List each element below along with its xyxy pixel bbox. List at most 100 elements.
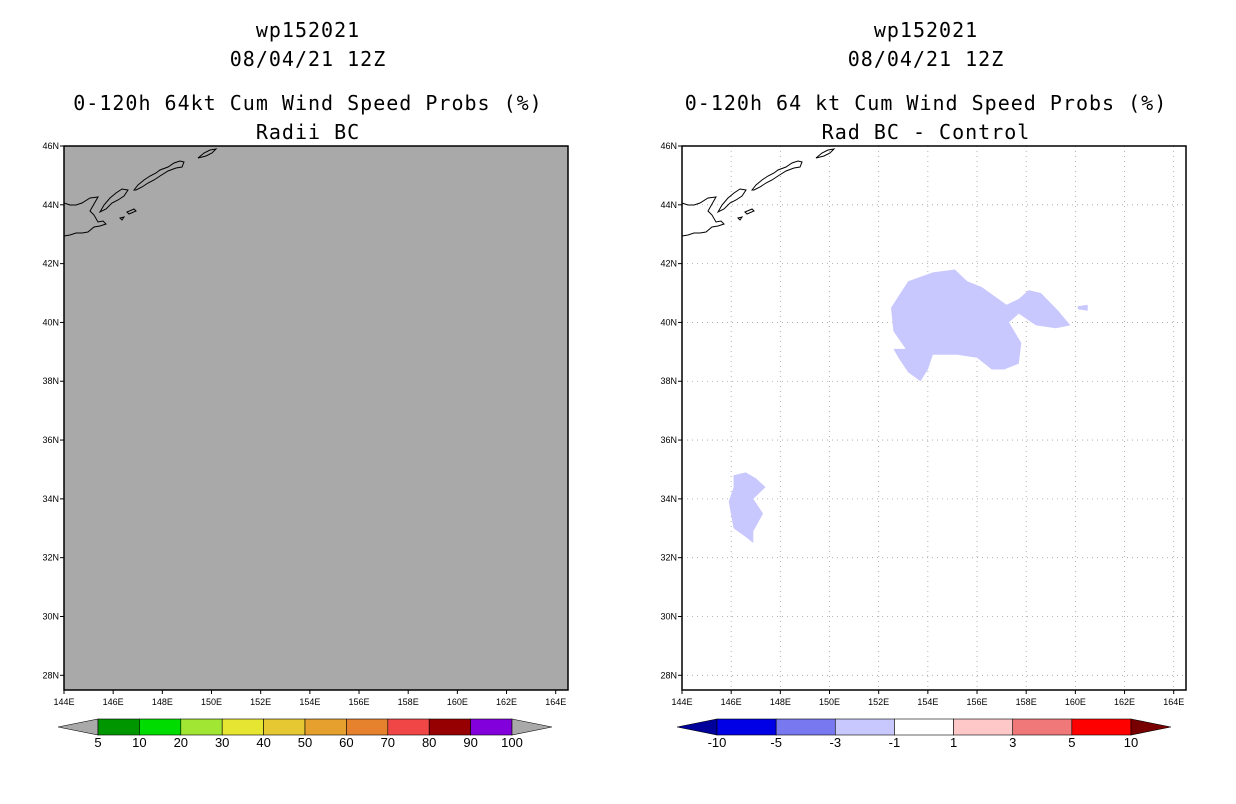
right-y-tick-label: 42N xyxy=(660,259,677,269)
right-y-tick-label: 38N xyxy=(660,376,677,386)
right-colorbar-right-arrow xyxy=(1130,718,1172,736)
right-storm-id: wp152021 xyxy=(874,18,978,42)
left-y-tick-label: 38N xyxy=(42,376,59,386)
left-x-tick-label: 156E xyxy=(349,697,370,707)
left-storm-id: wp152021 xyxy=(256,18,360,42)
left-y-tick-label: 36N xyxy=(42,435,59,445)
right-x-tick-label: 160E xyxy=(1065,697,1086,707)
left-y-tick-label: 28N xyxy=(42,670,59,680)
right-colorbar-label: 10 xyxy=(1124,735,1138,750)
right-plot-frame xyxy=(681,145,1187,691)
left-colorbar-segment xyxy=(428,718,471,736)
left-colorbar-label: 5 xyxy=(94,735,101,750)
right-x-tick-labels: 144E 146E 148E 150E 152E 154E 156E 158E 160E 162E… xyxy=(671,690,1184,707)
right-x-tick-label: 152E xyxy=(868,697,889,707)
left-datetime: 08/04/21 12Z xyxy=(230,47,387,71)
right-x-tick-label: 164E xyxy=(1163,697,1184,707)
right-y-tick-label: 32N xyxy=(660,553,677,563)
left-y-tick-label: 30N xyxy=(42,611,59,621)
left-x-tick-label: 148E xyxy=(152,697,173,707)
left-colorbar-segment xyxy=(180,718,223,736)
left-colorbar-label: 60 xyxy=(339,735,353,750)
right-colorbar-label: 5 xyxy=(1068,735,1075,750)
left-colorbar-segment xyxy=(470,718,513,736)
left-colorbar-label: 80 xyxy=(422,735,436,750)
left-colorbar-label: 70 xyxy=(381,735,395,750)
right-colorbar-segment xyxy=(716,718,777,736)
left-x-tick-label: 164E xyxy=(545,697,566,707)
right-plot-area xyxy=(682,146,1186,690)
right-probability-regions xyxy=(728,269,1088,543)
right-x-tick-label: 150E xyxy=(819,697,840,707)
right-probability-region xyxy=(728,472,766,543)
right-x-tick-label: 156E xyxy=(967,697,988,707)
right-colorbar-label: -5 xyxy=(770,735,782,750)
left-x-tick-label: 154E xyxy=(299,697,320,707)
left-x-tick-labels: 144E 146E 148E 150E 152E 154E 156E 158E 160E 162E… xyxy=(53,690,566,707)
left-y-tick-labels: 28N 30N 32N 34N 36N 38N 40N 42N 44N 46N xyxy=(42,141,64,680)
left-x-tick-label: 158E xyxy=(398,697,419,707)
left-colorbar-label: 30 xyxy=(215,735,229,750)
right-colorbar-left-arrow xyxy=(676,718,718,736)
right-x-tick-label: 158E xyxy=(1016,697,1037,707)
left-colorbar-label: 40 xyxy=(256,735,270,750)
left-x-tick-label: 162E xyxy=(496,697,517,707)
right-probability-region xyxy=(1077,304,1088,311)
left-colorbar-label: 100 xyxy=(501,735,523,750)
right-y-tick-label: 28N xyxy=(660,670,677,680)
left-colorbar-label: 10 xyxy=(132,735,146,750)
right-colorbar-segment xyxy=(834,718,895,736)
right-x-tick-label: 162E xyxy=(1114,697,1135,707)
left-colorbar-right-arrow xyxy=(511,718,553,736)
left-x-tick-label: 146E xyxy=(103,697,124,707)
right-x-tick-label: 146E xyxy=(721,697,742,707)
right-colorbar-label: 1 xyxy=(950,735,957,750)
left-title: 0-120h 64kt Cum Wind Speed Probs (%) xyxy=(73,91,542,115)
right-colorbar-label: 3 xyxy=(1009,735,1016,750)
left-y-tick-label: 42N xyxy=(42,259,59,269)
left-colorbar-segment xyxy=(139,718,182,736)
left-colorbar-segment xyxy=(346,718,389,736)
right-colorbar-label: -1 xyxy=(889,735,901,750)
left-panel: wp152021 08/04/21 12Z 0-120h 64kt Cum Wi… xyxy=(42,18,569,750)
right-title: 0-120h 64 kt Cum Wind Speed Probs (%) xyxy=(685,91,1168,115)
left-colorbar-label: 50 xyxy=(298,735,312,750)
left-x-tick-label: 152E xyxy=(250,697,271,707)
left-colorbar-segment xyxy=(263,718,306,736)
right-colorbar-segment xyxy=(775,718,836,736)
right-colorbar-segment xyxy=(953,718,1014,736)
right-y-tick-label: 46N xyxy=(660,141,677,151)
right-colorbar-label: -3 xyxy=(830,735,842,750)
right-x-tick-label: 154E xyxy=(917,697,938,707)
right-colorbar-segment xyxy=(894,718,954,736)
right-colorbar-label: -10 xyxy=(708,735,727,750)
right-datetime: 08/04/21 12Z xyxy=(848,47,1005,71)
left-x-tick-label: 150E xyxy=(201,697,222,707)
left-colorbar-segment xyxy=(387,718,430,736)
left-y-tick-label: 44N xyxy=(42,200,59,210)
left-x-tick-label: 144E xyxy=(53,697,74,707)
right-y-tick-label: 30N xyxy=(660,611,677,621)
right-subtitle: Rad BC - Control xyxy=(822,120,1031,144)
left-colorbar-segment xyxy=(304,718,347,736)
left-plot-area xyxy=(63,145,569,691)
right-probability-region xyxy=(891,269,1071,382)
left-colorbar-segment xyxy=(221,718,264,736)
left-coastline xyxy=(63,148,218,237)
right-x-tick-label: 148E xyxy=(770,697,791,707)
right-panel: wp152021 08/04/21 12Z 0-120h 64 kt Cum W… xyxy=(660,18,1187,750)
right-y-tick-labels: 28N 30N 32N 34N 36N 38N 40N 42N 44N 46N xyxy=(660,141,682,680)
right-colorbar-segment xyxy=(1012,718,1073,736)
right-colorbar-segment xyxy=(1071,718,1132,736)
right-coastline xyxy=(681,148,836,237)
right-y-tick-label: 36N xyxy=(660,435,677,445)
left-colorbar: 5 10 20 30 40 50 60 70 80 90 100 xyxy=(57,718,553,750)
left-y-tick-label: 34N xyxy=(42,494,59,504)
right-y-tick-label: 44N xyxy=(660,200,677,210)
right-y-tick-label: 34N xyxy=(660,494,677,504)
right-colorbar: -10 -5 -3 -1 1 3 5 10 xyxy=(676,718,1172,750)
left-y-tick-label: 46N xyxy=(42,141,59,151)
right-x-tick-label: 144E xyxy=(671,697,692,707)
left-y-tick-label: 40N xyxy=(42,317,59,327)
